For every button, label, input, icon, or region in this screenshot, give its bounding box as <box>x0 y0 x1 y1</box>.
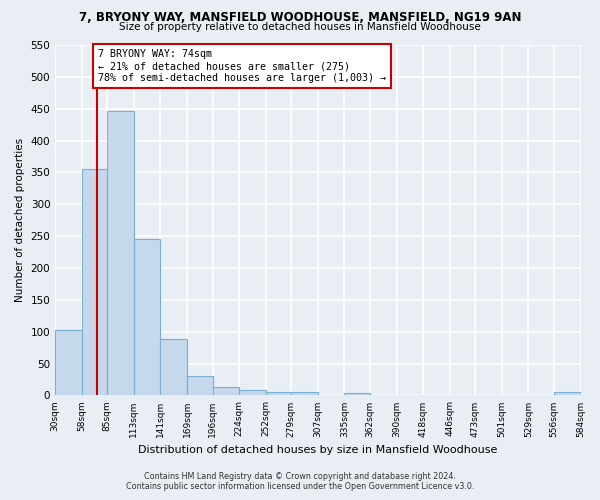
Bar <box>187 376 212 396</box>
Bar <box>82 169 107 396</box>
Bar <box>160 338 187 396</box>
Bar <box>266 392 291 396</box>
Text: 7, BRYONY WAY, MANSFIELD WOODHOUSE, MANSFIELD, NG19 9AN: 7, BRYONY WAY, MANSFIELD WOODHOUSE, MANS… <box>79 11 521 24</box>
Bar <box>554 392 581 396</box>
Bar <box>134 238 160 396</box>
Bar <box>55 330 82 396</box>
Text: Size of property relative to detached houses in Mansfield Woodhouse: Size of property relative to detached ho… <box>119 22 481 32</box>
Bar <box>291 392 318 396</box>
Y-axis label: Number of detached properties: Number of detached properties <box>15 138 25 302</box>
Bar <box>107 110 134 396</box>
Text: Contains HM Land Registry data © Crown copyright and database right 2024.
Contai: Contains HM Land Registry data © Crown c… <box>126 472 474 491</box>
Bar <box>344 393 370 396</box>
Bar <box>239 390 266 396</box>
X-axis label: Distribution of detached houses by size in Mansfield Woodhouse: Distribution of detached houses by size … <box>138 445 497 455</box>
Text: 7 BRYONY WAY: 74sqm
← 21% of detached houses are smaller (275)
78% of semi-detac: 7 BRYONY WAY: 74sqm ← 21% of detached ho… <box>98 50 386 82</box>
Bar <box>212 387 239 396</box>
